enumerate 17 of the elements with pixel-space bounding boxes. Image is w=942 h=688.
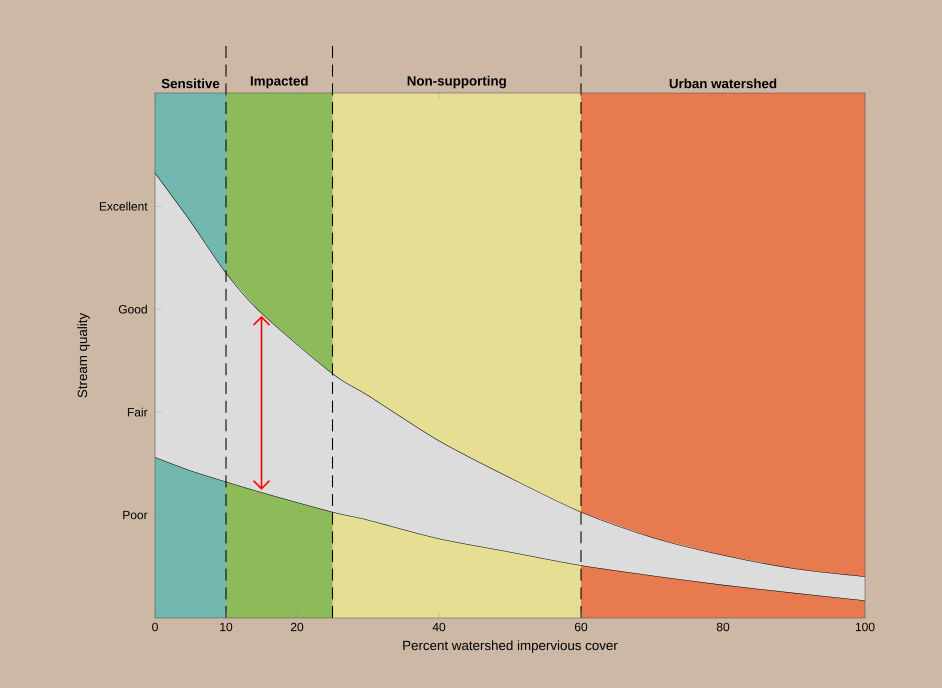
band-label: Non-supporting (408, 76, 506, 88)
text: Fair (128, 408, 148, 417)
x-tick-label: 100 (856, 622, 875, 632)
y-axis-title: Stream quality (77, 312, 90, 398)
band-label: Urban watershed (670, 78, 776, 88)
x-tick-label: 80 (716, 622, 730, 632)
band-label: Sensitive (162, 78, 220, 88)
x-axis-title: Percent watershed impervious cover (403, 640, 618, 653)
x-tick-label: 20 (290, 622, 304, 632)
x-tick-label: 60 (574, 622, 588, 632)
text: Poor (123, 510, 148, 520)
x-tick-label: 10 (220, 622, 232, 632)
text: Good (118, 304, 147, 314)
text: Excellent (100, 202, 148, 211)
band-label: Impacted (250, 76, 308, 88)
x-tick-label: 40 (432, 622, 446, 632)
x-tick-label: 0 (152, 622, 158, 632)
